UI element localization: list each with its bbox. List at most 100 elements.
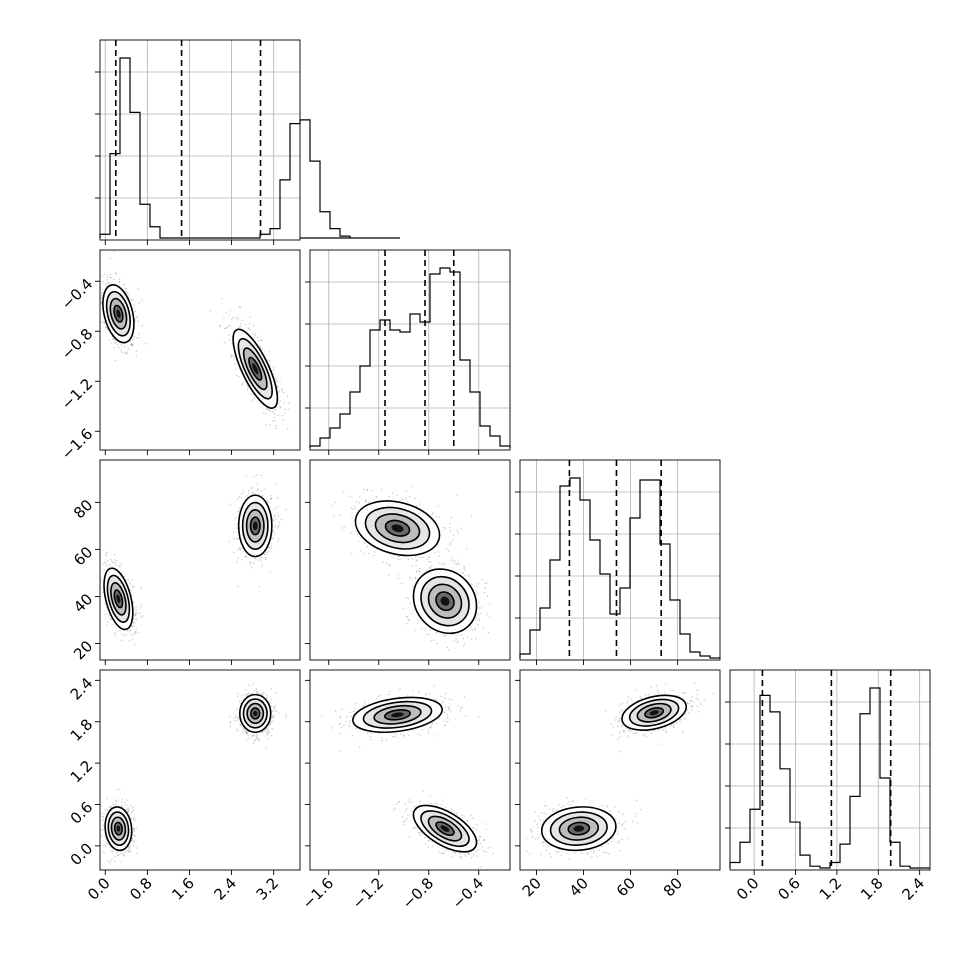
sample-point	[115, 564, 117, 566]
sample-point	[263, 692, 265, 695]
sample-point	[237, 557, 239, 559]
sample-point	[275, 425, 277, 427]
contour-3	[104, 806, 133, 852]
sample-point	[125, 291, 127, 293]
sample-point	[265, 424, 268, 426]
sample-point	[432, 512, 434, 514]
sample-point	[247, 386, 250, 388]
sample-point	[246, 732, 248, 735]
sample-point	[416, 559, 419, 561]
sample-point	[279, 381, 281, 383]
sample-point	[418, 503, 421, 505]
sample-point	[438, 516, 440, 518]
sample-point	[288, 408, 290, 411]
sample-point	[408, 496, 411, 498]
sample-point	[117, 854, 119, 856]
sample-point	[108, 282, 110, 284]
sample-point	[479, 612, 482, 615]
sample-point	[101, 297, 103, 299]
sample-point	[132, 613, 135, 615]
sample-point	[449, 530, 451, 532]
sample-point	[243, 727, 245, 730]
sample-point	[247, 384, 249, 387]
sample-point	[274, 515, 276, 517]
sample-point	[415, 556, 417, 558]
sample-point	[131, 838, 134, 840]
sample-point	[228, 540, 230, 543]
contour-0	[113, 304, 124, 323]
sample-point	[119, 853, 121, 855]
sample-point	[489, 603, 491, 606]
sample-point	[121, 801, 123, 803]
sample-point	[103, 569, 105, 571]
sample-point	[237, 549, 239, 551]
sample-point	[273, 366, 275, 368]
sample-point	[259, 339, 262, 341]
sample-point	[130, 839, 133, 842]
sample-point	[127, 809, 129, 811]
sample-point	[261, 565, 263, 568]
sample-point	[276, 380, 278, 382]
sample-point	[237, 523, 239, 525]
sample-point	[464, 569, 466, 571]
grid-lines	[100, 40, 300, 240]
sample-point	[132, 818, 135, 821]
density-level-4	[391, 524, 404, 533]
sample-point	[236, 537, 238, 540]
sample-point	[104, 321, 106, 323]
sample-point	[274, 526, 276, 528]
sample-point	[209, 310, 212, 312]
sample-point	[140, 604, 142, 606]
sample-point	[126, 810, 128, 813]
sample-point	[256, 691, 258, 694]
sample-point	[264, 488, 266, 490]
sample-point	[266, 732, 268, 734]
sample-point	[487, 631, 490, 634]
sample-point	[265, 729, 267, 731]
sample-point	[271, 370, 273, 372]
sample-point	[140, 587, 142, 590]
sample-point	[366, 545, 368, 548]
sample-point	[354, 507, 356, 510]
sample-point	[266, 734, 268, 736]
sample-point	[131, 837, 134, 840]
sample-point	[249, 316, 252, 318]
sample-point	[228, 339, 231, 342]
sample-point	[124, 801, 126, 804]
sample-point	[110, 860, 112, 863]
sample-point	[249, 564, 252, 566]
sample-point	[233, 720, 236, 722]
sample-point	[133, 622, 135, 624]
sample-point	[106, 809, 108, 811]
sample-point	[229, 722, 232, 724]
sample-point	[452, 560, 454, 562]
sample-point	[127, 846, 129, 848]
sample-point	[282, 419, 284, 421]
sample-point	[133, 817, 136, 819]
sample-point	[431, 516, 433, 518]
sample-point	[406, 616, 408, 618]
sample-point	[360, 550, 362, 552]
sample-point	[133, 621, 135, 624]
sample-point	[268, 360, 270, 362]
sample-point	[121, 351, 123, 354]
sample-point	[277, 524, 280, 526]
sample-point	[365, 499, 367, 501]
sample-point	[246, 388, 249, 390]
sample-point	[366, 489, 368, 491]
hist-panel-0	[95, 39, 400, 245]
sample-point	[270, 498, 272, 500]
sample-point	[117, 799, 119, 801]
sample-point	[106, 282, 108, 284]
sample-point	[412, 586, 414, 588]
sample-point	[135, 611, 137, 614]
sample-point	[130, 299, 133, 301]
sample-point	[102, 816, 105, 818]
sample-point	[237, 511, 239, 513]
sample-point	[107, 275, 109, 278]
sample-point	[344, 525, 346, 528]
sample-point	[471, 638, 473, 640]
sample-point	[277, 386, 279, 388]
sample-point	[269, 494, 272, 497]
sample-point	[132, 343, 134, 346]
